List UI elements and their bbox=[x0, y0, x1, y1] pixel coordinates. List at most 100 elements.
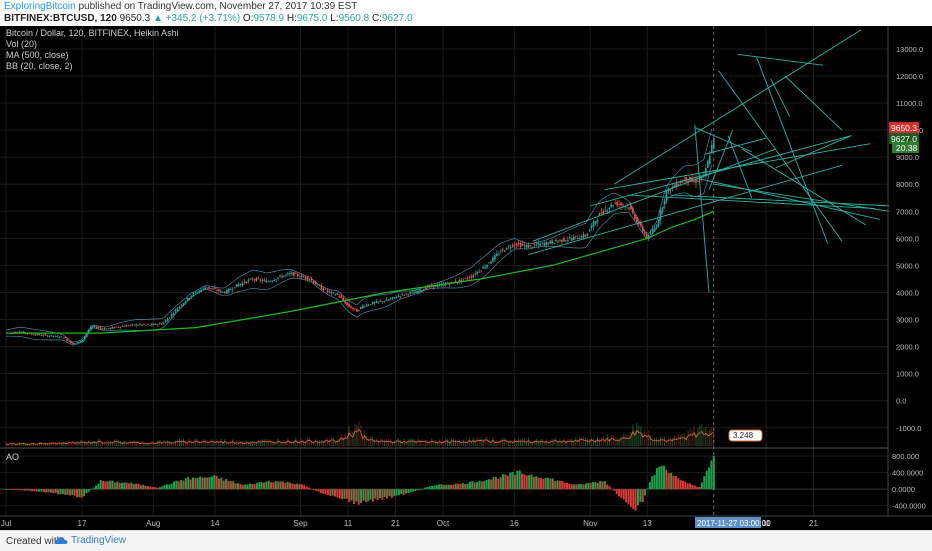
candle-body bbox=[482, 266, 484, 269]
candle-body bbox=[695, 179, 697, 183]
candle-body bbox=[354, 308, 356, 310]
ao-bar bbox=[364, 489, 367, 503]
ao-axis[interactable]: 800.000 400.0000 0.0000 -400.0000 bbox=[892, 452, 926, 511]
candle-body bbox=[151, 323, 153, 326]
candle-body bbox=[604, 209, 607, 211]
ao-bar bbox=[156, 487, 159, 490]
ao-tick-label: 400.0000 bbox=[892, 469, 923, 478]
candle-body bbox=[224, 292, 226, 294]
ao-bar bbox=[258, 482, 261, 490]
ao-bar bbox=[490, 479, 493, 490]
candle-body bbox=[70, 341, 72, 344]
ao-bar bbox=[674, 476, 677, 490]
ao-bar bbox=[521, 473, 524, 490]
candle-body bbox=[300, 275, 303, 278]
candle-body bbox=[364, 306, 366, 308]
candle-body bbox=[468, 277, 471, 279]
candle-body bbox=[647, 234, 650, 239]
candle-body bbox=[60, 336, 63, 338]
candle-body bbox=[496, 253, 498, 256]
legend-bb[interactable]: BB (20, close, 2) bbox=[6, 61, 73, 71]
ao-bar bbox=[587, 482, 590, 490]
ao-bar bbox=[610, 488, 613, 490]
price-axis[interactable]: 13000.012000.011000.010000.09000.08000.0… bbox=[896, 45, 923, 433]
time-axis[interactable]: Jul 17 Aug 14 Sep 11 21 Oct 16 Nov 13 11 21 bbox=[1, 519, 819, 528]
ao-tick-label: -400.0000 bbox=[892, 502, 926, 511]
author-link[interactable]: ExploringBitcoin bbox=[4, 1, 76, 12]
candle-body bbox=[350, 306, 352, 309]
price-tick-label: 2000.0 bbox=[896, 343, 919, 352]
candle-body bbox=[194, 292, 197, 294]
ao-bar bbox=[528, 475, 531, 490]
chart-area[interactable]: 13000.012000.011000.010000.09000.08000.0… bbox=[0, 26, 932, 530]
trendline bbox=[670, 194, 890, 207]
ao-bar bbox=[400, 489, 403, 495]
ao-bar bbox=[438, 484, 441, 490]
legend-ao[interactable]: AO bbox=[6, 452, 19, 462]
legend-vol[interactable]: Vol (20) bbox=[6, 39, 37, 49]
ao-bar bbox=[504, 474, 507, 490]
candle-body bbox=[257, 278, 260, 280]
candle-body bbox=[235, 284, 238, 288]
ao-bar bbox=[296, 483, 299, 490]
ao-bar bbox=[251, 484, 254, 490]
candle-body bbox=[486, 264, 488, 268]
candle-body bbox=[330, 291, 333, 294]
ao-bar bbox=[199, 476, 202, 490]
ao-bar bbox=[457, 483, 460, 490]
candle-body bbox=[519, 243, 522, 247]
candle-body bbox=[521, 243, 524, 246]
ao-bar bbox=[596, 482, 599, 490]
ao-bar bbox=[194, 478, 197, 490]
ao-bar bbox=[473, 482, 476, 490]
ao-bar bbox=[135, 483, 138, 490]
ao-bar bbox=[698, 486, 701, 490]
ao-bar bbox=[343, 489, 346, 499]
ao-bar bbox=[57, 489, 60, 495]
ao-bar bbox=[9, 489, 12, 490]
ao-bar bbox=[620, 489, 623, 499]
candle-body bbox=[600, 212, 603, 214]
candle-body bbox=[295, 272, 297, 274]
ao-bar bbox=[71, 489, 74, 496]
candle-body bbox=[141, 324, 143, 326]
ao-bar bbox=[80, 489, 83, 498]
ao-bar bbox=[270, 482, 273, 490]
candle-body bbox=[277, 277, 279, 279]
ao-bar bbox=[532, 476, 535, 490]
ao-bar bbox=[452, 484, 455, 490]
candle-body bbox=[226, 289, 228, 294]
candle-body bbox=[93, 326, 96, 327]
time-tick-label: 17 bbox=[78, 519, 87, 528]
candle-body bbox=[229, 289, 232, 291]
snapshot-header: ExploringBitcoin published on TradingVie… bbox=[0, 0, 932, 26]
candle-body bbox=[346, 302, 348, 305]
ao-bar bbox=[691, 484, 694, 490]
candle-body bbox=[133, 324, 135, 326]
price-tick-label: 9000.0 bbox=[896, 153, 919, 162]
candle-body bbox=[322, 288, 325, 291]
ao-bar bbox=[236, 483, 239, 490]
ao-bar bbox=[618, 489, 621, 497]
candle-body bbox=[653, 227, 656, 232]
time-tick-label: Sep bbox=[293, 519, 308, 528]
tradingview-link[interactable]: TradingView bbox=[54, 535, 126, 546]
legend-ma[interactable]: MA (500, close) bbox=[6, 50, 69, 60]
ao-bar bbox=[632, 489, 635, 510]
ao-bar bbox=[298, 484, 301, 490]
candle-body bbox=[314, 282, 317, 285]
ao-bar bbox=[125, 482, 128, 490]
candle-body bbox=[58, 337, 61, 339]
ao-bar bbox=[423, 487, 426, 490]
ao-bar bbox=[241, 484, 244, 490]
candle-body bbox=[306, 277, 309, 280]
candle-body bbox=[628, 207, 630, 209]
ao-bar bbox=[476, 482, 479, 490]
candle-body bbox=[352, 307, 354, 310]
candle-body bbox=[324, 289, 327, 291]
candle-body bbox=[509, 247, 512, 249]
candle-body bbox=[82, 340, 84, 342]
candle-body bbox=[164, 320, 167, 323]
candle-body bbox=[139, 324, 141, 325]
ao-bar bbox=[433, 485, 436, 490]
